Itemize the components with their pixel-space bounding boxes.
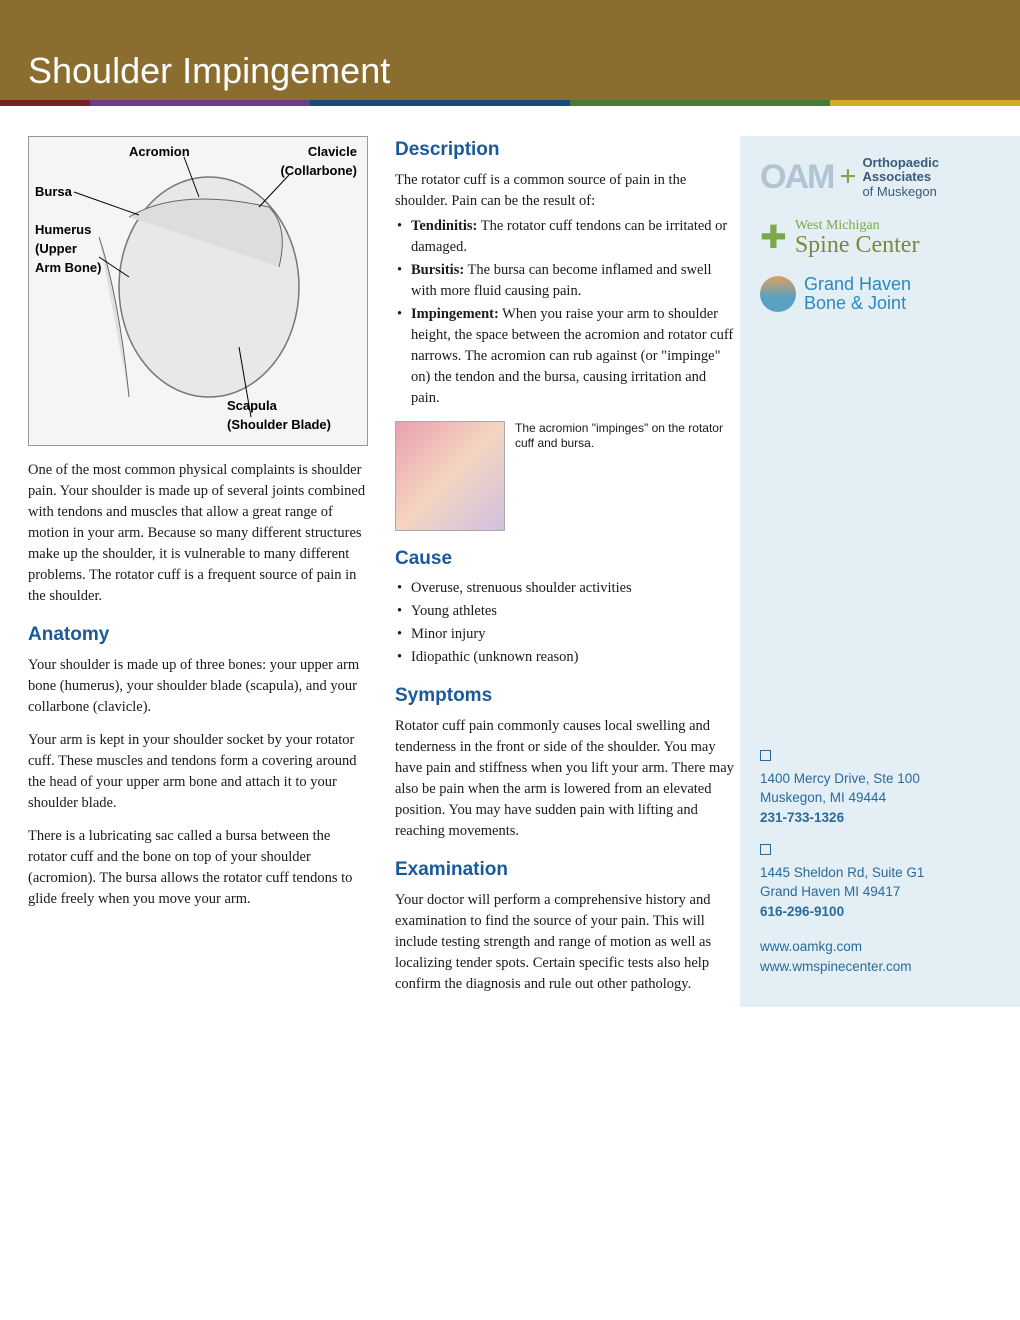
cause-item: Overuse, strenuous shoulder activities (395, 578, 738, 599)
header-band: Shoulder Impingement (0, 0, 1020, 100)
cause-item: Minor injury (395, 624, 738, 645)
logo-gh-text: Grand Haven Bone & Joint (804, 275, 911, 313)
sidebar: OAM + Orthopaedic Associates of Muskegon… (740, 136, 1020, 1007)
loc2-phone: 616-296-9100 (760, 904, 844, 919)
column-left: Acromion Clavicle (Collarbone) Bursa Hum… (28, 136, 371, 1007)
desc-item-impingement: Impingement: When you raise your arm to … (395, 304, 738, 409)
page-title: Shoulder Impingement (28, 50, 390, 92)
checkbox-icon (760, 844, 771, 855)
logo-oam-mark: OAM (760, 158, 833, 197)
spine-icon: ✚ (760, 218, 787, 256)
description-lead: The rotator cuff is a common source of p… (395, 170, 738, 212)
symptoms-text: Rotator cuff pain commonly causes local … (395, 716, 738, 842)
inset-caption: The acromion "impinges" on the rotator c… (515, 421, 738, 452)
url-2: www.wmspinecenter.com (760, 959, 912, 974)
checkbox-icon (760, 750, 771, 761)
impingement-inset-image (395, 421, 505, 531)
loc1-addr2: Muskegon, MI 49444 (760, 790, 886, 805)
shoulder-anatomy-diagram: Acromion Clavicle (Collarbone) Bursa Hum… (28, 136, 368, 446)
website-urls: www.oamkg.com www.wmspinecenter.com (760, 937, 1004, 976)
loc2-addr1: 1445 Sheldon Rd, Suite G1 (760, 865, 924, 880)
loc1-addr1: 1400 Mercy Drive, Ste 100 (760, 771, 920, 786)
content-area: Acromion Clavicle (Collarbone) Bursa Hum… (0, 106, 1020, 1007)
symptoms-heading: Symptoms (395, 682, 738, 710)
desc-item-bursitis: Bursitis: The bursa can become inflamed … (395, 260, 738, 302)
column-right: Description The rotator cuff is a common… (395, 136, 738, 1007)
location-2: 1445 Sheldon Rd, Suite G1 Grand Haven MI… (760, 843, 1004, 921)
logo-oam-text: Orthopaedic Associates of Muskegon (862, 156, 939, 199)
logo-wm-text: West Michigan Spine Center (795, 217, 920, 257)
main-columns: Acromion Clavicle (Collarbone) Bursa Hum… (28, 136, 738, 1007)
cause-list: Overuse, strenuous shoulder activities Y… (395, 578, 738, 668)
anatomy-p2: Your arm is kept in your shoulder socket… (28, 730, 371, 814)
wave-icon (760, 276, 796, 312)
color-stripe (0, 100, 1020, 106)
location-1: 1400 Mercy Drive, Ste 100 Muskegon, MI 4… (760, 749, 1004, 827)
logo-grand-haven: Grand Haven Bone & Joint (760, 275, 1004, 313)
description-heading: Description (395, 136, 738, 164)
cause-heading: Cause (395, 545, 738, 573)
description-list: Tendinitis: The rotator cuff tendons can… (395, 216, 738, 409)
examination-heading: Examination (395, 856, 738, 884)
desc-item-tendinitis: Tendinitis: The rotator cuff tendons can… (395, 216, 738, 258)
logo-west-michigan-spine: ✚ West Michigan Spine Center (760, 217, 1004, 257)
plus-icon: + (839, 160, 856, 194)
intro-paragraph: One of the most common physical complain… (28, 460, 371, 607)
anatomy-p1: Your shoulder is made up of three bones:… (28, 655, 371, 718)
cause-item: Young athletes (395, 601, 738, 622)
anatomy-heading: Anatomy (28, 621, 371, 649)
url-1: www.oamkg.com (760, 939, 862, 954)
loc2-addr2: Grand Haven MI 49417 (760, 884, 900, 899)
cause-item: Idiopathic (unknown reason) (395, 647, 738, 668)
logo-oam: OAM + Orthopaedic Associates of Muskegon (760, 156, 1004, 199)
anatomy-p3: There is a lubricating sac called a burs… (28, 826, 371, 910)
examination-text: Your doctor will perform a comprehensive… (395, 890, 738, 995)
inset-figure: The acromion "impinges" on the rotator c… (395, 421, 738, 531)
sidebar-contact: 1400 Mercy Drive, Ste 100 Muskegon, MI 4… (760, 749, 1004, 977)
loc1-phone: 231-733-1326 (760, 810, 844, 825)
diagram-svg (29, 137, 369, 447)
